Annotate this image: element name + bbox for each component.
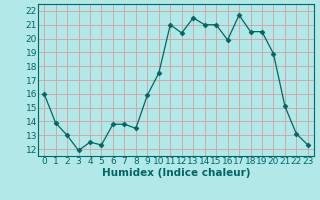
- X-axis label: Humidex (Indice chaleur): Humidex (Indice chaleur): [102, 168, 250, 178]
